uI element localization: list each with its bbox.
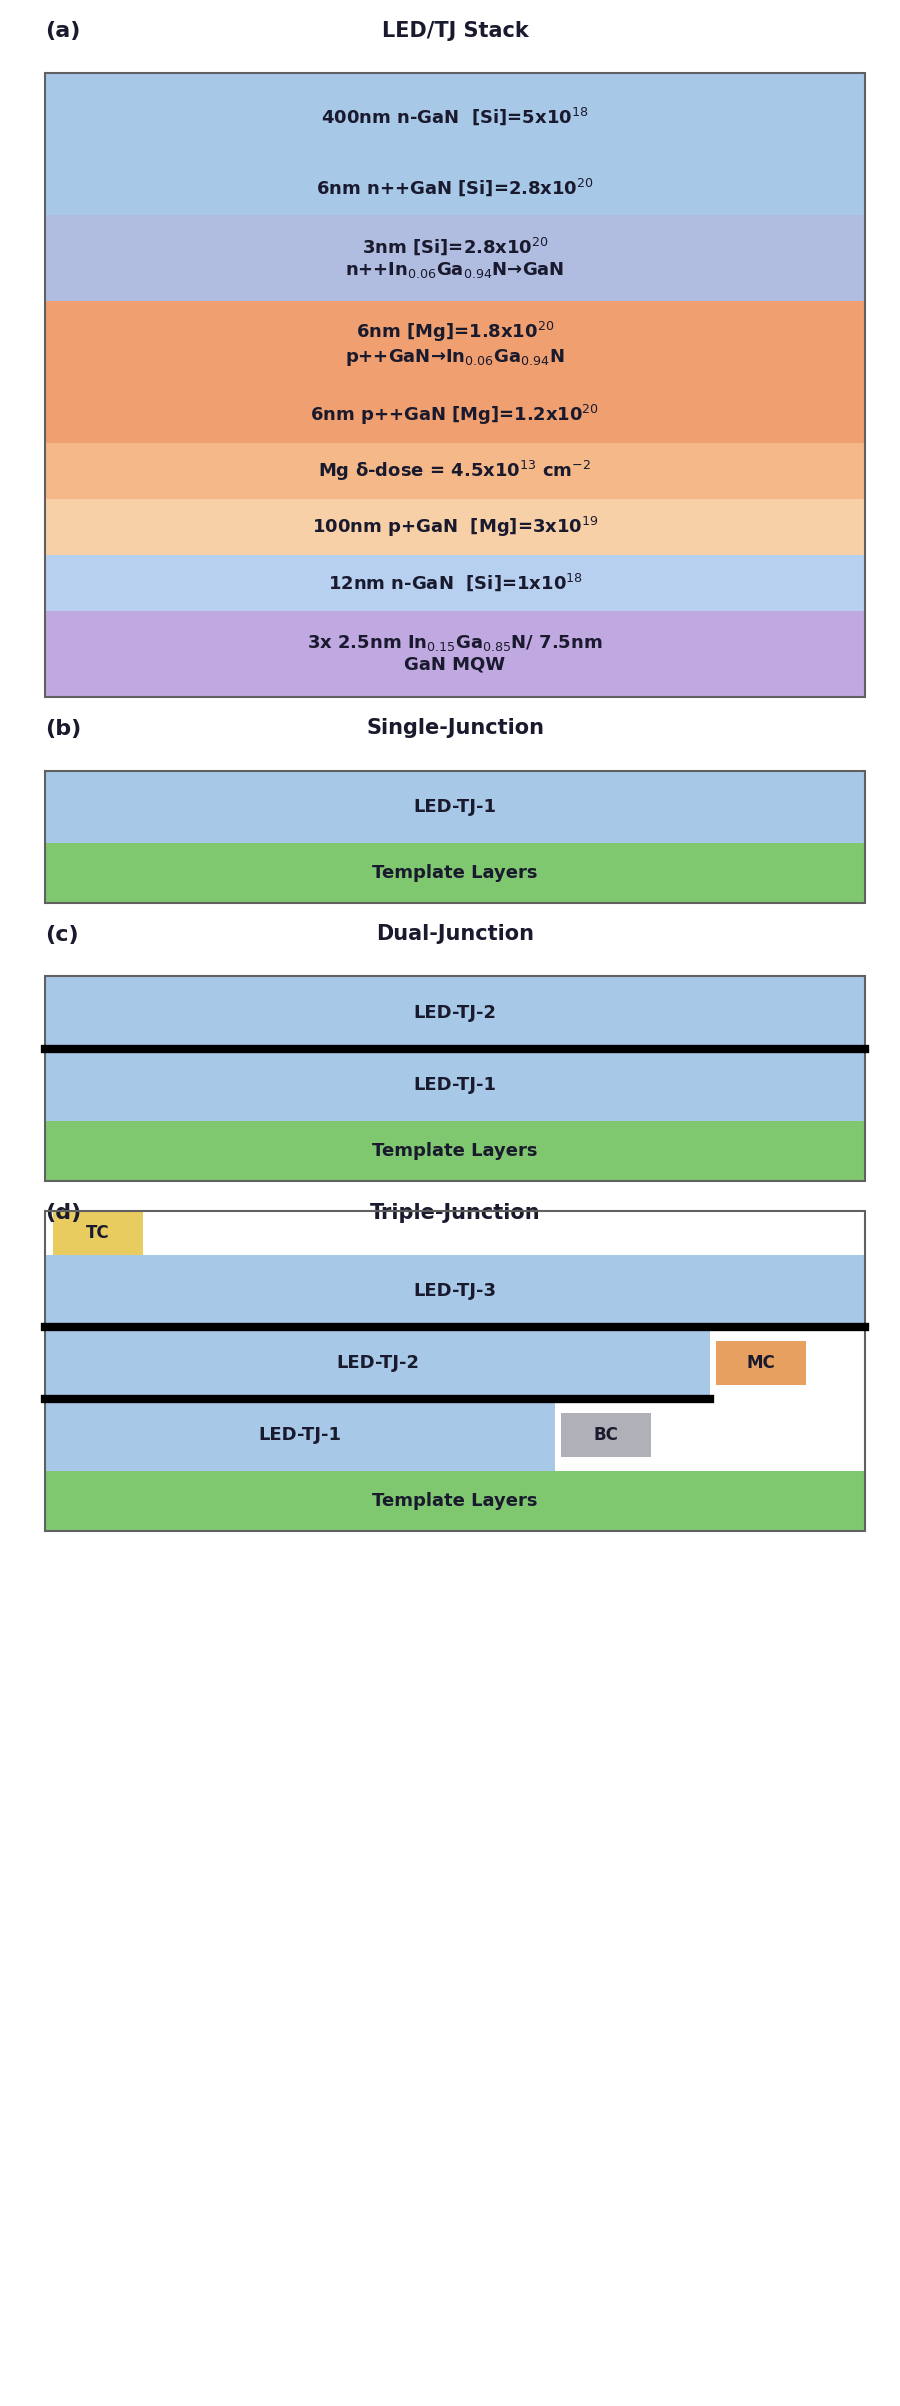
Text: LED-TJ-1: LED-TJ-1: [413, 796, 497, 816]
Text: LED/TJ Stack: LED/TJ Stack: [382, 22, 528, 41]
Text: 6nm p++GaN [Mg]=1.2x10$^{20}$: 6nm p++GaN [Mg]=1.2x10$^{20}$: [310, 402, 599, 426]
Text: Single-Junction: Single-Junction: [366, 719, 544, 739]
Bar: [45, 387, 865, 443]
Text: (a): (a): [45, 22, 80, 41]
Text: 6nm [Mg]=1.8x10$^{20}$
p++GaN→In$_{0.06}$Ga$_{0.94}$N: 6nm [Mg]=1.8x10$^{20}$ p++GaN→In$_{0.06}…: [346, 320, 564, 368]
Bar: [45, 1398, 555, 1470]
Text: 100nm p+GaN  [Mg]=3x10$^{19}$: 100nm p+GaN [Mg]=3x10$^{19}$: [311, 515, 598, 539]
Text: (c): (c): [45, 924, 78, 946]
Bar: [45, 72, 865, 159]
Text: LED-TJ-1: LED-TJ-1: [258, 1424, 341, 1444]
Bar: [45, 159, 865, 214]
Text: LED-TJ-1: LED-TJ-1: [413, 1075, 497, 1092]
Bar: [716, 1340, 806, 1383]
Bar: [45, 556, 865, 611]
Text: Template Layers: Template Layers: [373, 1492, 538, 1509]
Bar: [53, 1210, 143, 1254]
Bar: [45, 498, 865, 556]
Text: BC: BC: [594, 1424, 618, 1444]
Text: Template Layers: Template Layers: [373, 1140, 538, 1160]
Text: LED-TJ-2: LED-TJ-2: [413, 1003, 497, 1023]
Bar: [45, 1326, 710, 1398]
Text: 6nm n++GaN [Si]=2.8x10$^{20}$: 6nm n++GaN [Si]=2.8x10$^{20}$: [316, 176, 594, 197]
Bar: [45, 301, 865, 387]
Bar: [45, 977, 865, 1049]
Bar: [45, 443, 865, 498]
Bar: [45, 770, 865, 842]
Bar: [45, 1254, 865, 1326]
Text: 12nm n-GaN  [Si]=1x10$^{18}$: 12nm n-GaN [Si]=1x10$^{18}$: [328, 573, 582, 594]
Text: 3x 2.5nm In$_{0.15}$Ga$_{0.85}$N/ 7.5nm
GaN MQW: 3x 2.5nm In$_{0.15}$Ga$_{0.85}$N/ 7.5nm …: [307, 633, 603, 674]
Text: MC: MC: [747, 1355, 776, 1371]
Bar: [45, 1210, 865, 1530]
Text: LED-TJ-3: LED-TJ-3: [413, 1282, 497, 1299]
Bar: [45, 977, 865, 1181]
Bar: [45, 770, 865, 902]
Text: Triple-Junction: Triple-Junction: [370, 1203, 540, 1222]
Text: TC: TC: [86, 1225, 110, 1241]
Bar: [45, 842, 865, 902]
Bar: [45, 72, 865, 695]
Bar: [45, 1049, 865, 1121]
Text: Dual-Junction: Dual-Junction: [376, 924, 534, 946]
Text: (d): (d): [45, 1203, 81, 1222]
Bar: [561, 1412, 651, 1456]
Text: (b): (b): [45, 719, 81, 739]
Text: LED-TJ-2: LED-TJ-2: [336, 1355, 419, 1371]
Bar: [45, 611, 865, 695]
Bar: [45, 1121, 865, 1181]
Text: 400nm n-GaN  [Si]=5x10$^{18}$: 400nm n-GaN [Si]=5x10$^{18}$: [321, 106, 589, 128]
Text: 3nm [Si]=2.8x10$^{20}$
n++In$_{0.06}$Ga$_{0.94}$N→GaN: 3nm [Si]=2.8x10$^{20}$ n++In$_{0.06}$Ga$…: [346, 236, 564, 279]
Bar: [45, 214, 865, 301]
Text: Template Layers: Template Layers: [373, 864, 538, 881]
Bar: [45, 1470, 865, 1530]
Text: Mg δ-dose = 4.5x10$^{13}$ cm$^{-2}$: Mg δ-dose = 4.5x10$^{13}$ cm$^{-2}$: [319, 460, 591, 484]
